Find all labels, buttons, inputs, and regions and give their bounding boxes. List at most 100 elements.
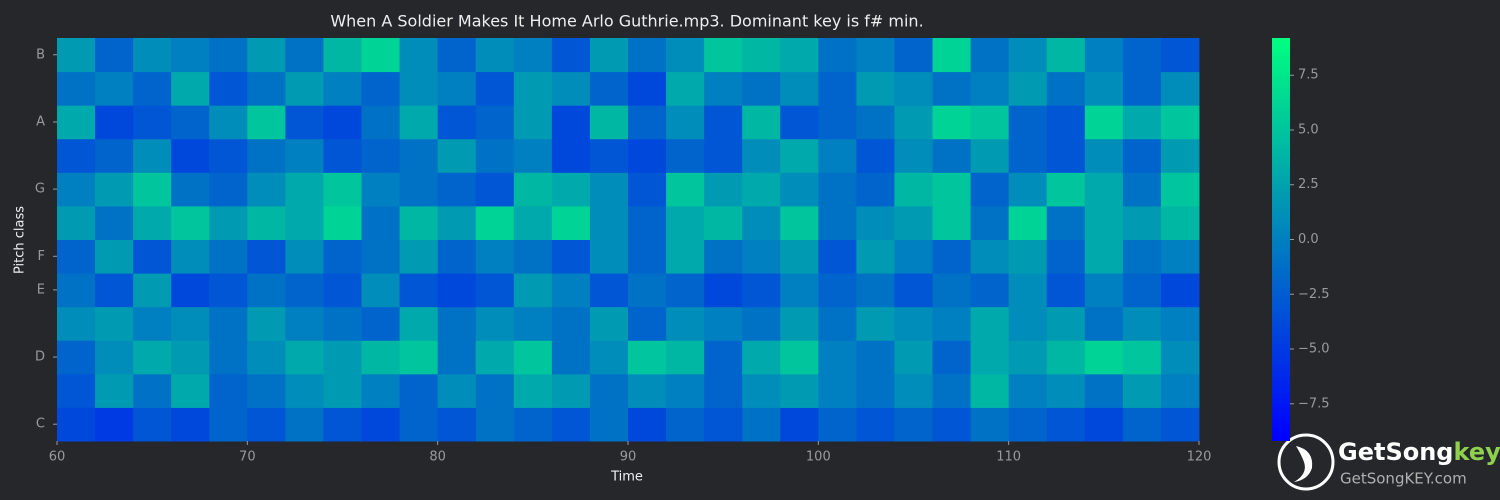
heatmap-cell: [970, 407, 1010, 442]
heatmap-cell: [57, 172, 96, 207]
heatmap-cell: [1046, 340, 1086, 375]
heatmap-cell: [704, 38, 743, 73]
heatmap-cell: [285, 306, 324, 341]
heatmap-cell: [133, 38, 172, 73]
heatmap-cell: [970, 373, 1010, 408]
heatmap-cell: [171, 138, 210, 173]
heatmap-cell: [1084, 205, 1124, 240]
heatmap-cell: [1008, 138, 1048, 173]
heatmap-cell: [133, 407, 172, 442]
heatmap-cell: [628, 273, 667, 308]
heatmap-cell: [704, 172, 743, 207]
heatmap-cell: [399, 239, 439, 274]
heatmap-cell: [589, 373, 629, 408]
heatmap-cell: [1046, 239, 1086, 274]
heatmap-cell: [323, 306, 363, 341]
heatmap-cell: [780, 239, 819, 274]
heatmap-cell: [628, 105, 667, 140]
heatmap-cell: [437, 172, 477, 207]
heatmap-cell: [133, 273, 172, 308]
heatmap-cell: [666, 407, 705, 442]
heatmap-cell: [932, 205, 972, 240]
heatmap-cell: [780, 105, 819, 140]
heatmap-cell: [475, 239, 515, 274]
logo-name: GetSong: [1338, 438, 1454, 466]
heatmap-cell: [856, 239, 895, 274]
heatmap-cell: [171, 407, 210, 442]
heatmap-cell: [742, 205, 781, 240]
heatmap-cell: [95, 38, 134, 73]
heatmap-cell: [628, 172, 667, 207]
heatmap-cell: [780, 373, 819, 408]
heatmap-cell: [551, 38, 591, 73]
heatmap-cell: [57, 306, 96, 341]
heatmap-cell: [894, 138, 934, 173]
heatmap-cell: [437, 306, 477, 341]
heatmap-cell: [513, 71, 553, 106]
heatmap-cell: [513, 340, 553, 375]
heatmap-cell: [437, 239, 477, 274]
heatmap-cell: [513, 205, 553, 240]
heatmap-cell: [742, 105, 781, 140]
heatmap-cell: [666, 273, 705, 308]
heatmap-cell: [513, 38, 553, 73]
heatmap-cell: [1046, 373, 1086, 408]
heatmap-cell: [1008, 407, 1048, 442]
heatmap-cell: [780, 38, 819, 73]
heatmap-cell: [475, 273, 515, 308]
heatmap-cell: [437, 71, 477, 106]
heatmap-cell: [589, 407, 629, 442]
heatmap-cell: [323, 239, 363, 274]
heatmap-cell: [780, 138, 819, 173]
heatmap-cell: [666, 71, 705, 106]
heatmap-cell: [209, 340, 248, 375]
heatmap-cell: [742, 172, 781, 207]
heatmap-cell: [323, 273, 363, 308]
heatmap-cell: [247, 38, 286, 73]
heatmap-cell: [513, 373, 553, 408]
heatmap-cell: [437, 38, 477, 73]
heatmap-cell: [171, 172, 210, 207]
heatmap-cell: [1122, 172, 1162, 207]
heatmap-cell: [628, 138, 667, 173]
heatmap-cell: [894, 306, 934, 341]
heatmap-cell: [1046, 38, 1086, 73]
heatmap-cell: [323, 373, 363, 408]
heatmap-cell: [666, 38, 705, 73]
heatmap-cell: [742, 407, 781, 442]
heatmap-cell: [780, 306, 819, 341]
heatmap-cell: [932, 273, 972, 308]
heatmap-cell: [1160, 273, 1200, 308]
heatmap-cell: [399, 172, 439, 207]
colorbar: [1272, 38, 1290, 441]
heatmap-cell: [932, 105, 972, 140]
heatmap-cell: [1008, 340, 1048, 375]
logo-bird: [1294, 446, 1313, 482]
heatmap-cell: [285, 407, 324, 442]
heatmap-cell: [399, 373, 439, 408]
heatmap-cell: [95, 373, 134, 408]
heatmap-cell: [57, 407, 96, 442]
heatmap-cell: [437, 138, 477, 173]
heatmap-cell: [742, 273, 781, 308]
heatmap-cell: [589, 138, 629, 173]
x-tick-label: 90: [620, 450, 637, 465]
heatmap-cell: [361, 340, 401, 375]
heatmap-cell: [209, 172, 248, 207]
heatmap-cell: [57, 239, 96, 274]
heatmap-cell: [475, 373, 515, 408]
heatmap-cell: [666, 239, 705, 274]
heatmap-cell: [247, 105, 286, 140]
y-axis-label: Pitch class: [13, 206, 28, 274]
heatmap-cell: [95, 138, 134, 173]
heatmap-cell: [209, 373, 248, 408]
heatmap-cell: [247, 340, 286, 375]
heatmap-cell: [1008, 373, 1048, 408]
heatmap-cell: [57, 71, 96, 106]
heatmap-cell: [171, 239, 210, 274]
heatmap-cell: [399, 340, 439, 375]
heatmap-cell: [437, 407, 477, 442]
heatmap-cell: [1008, 239, 1048, 274]
y-tick-label: C: [36, 417, 45, 432]
